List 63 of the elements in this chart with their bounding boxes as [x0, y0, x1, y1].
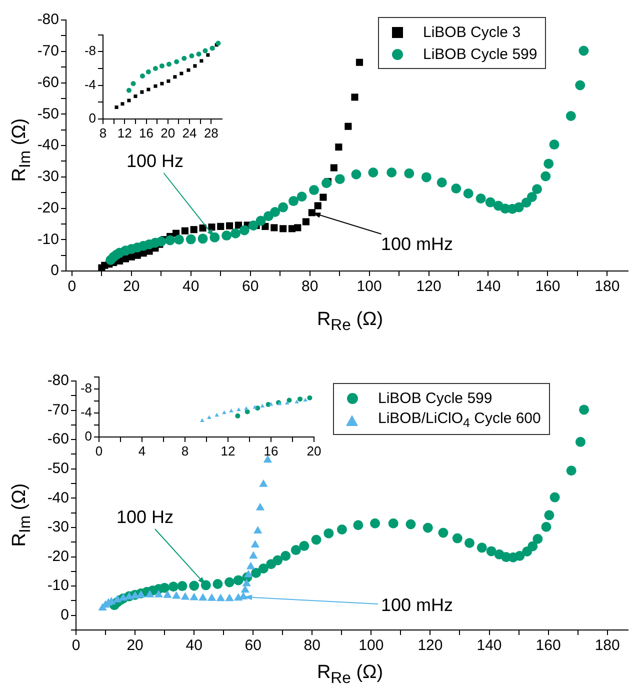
- x-tick-label: 100: [358, 637, 384, 654]
- y-tick-label: -80: [37, 11, 59, 28]
- y-tick-label: -80: [47, 372, 69, 390]
- y-tick-label: -4: [80, 404, 92, 420]
- y-tick-label: -60: [47, 430, 69, 448]
- legend-label: LiBOB/LiClO$_{4}$ Cycle 600: [378, 410, 541, 430]
- y-tick-label: -10: [47, 577, 69, 594]
- x-tick-label: 160: [535, 278, 560, 296]
- y-tick-label: -40: [47, 489, 69, 506]
- legend-label: LiBOB Cycle 599: [423, 46, 538, 62]
- x-tick-label: 180: [594, 278, 620, 296]
- x-tick-label: 4: [138, 443, 146, 458]
- legend-label: LiBOB Cycle 599: [378, 390, 492, 406]
- x-tick-label: 80: [304, 637, 320, 654]
- x-tick-label: 16: [264, 443, 278, 458]
- x-tick-label: 12: [220, 443, 236, 458]
- x-tick-label: 20: [306, 443, 322, 458]
- y-tick-label: -70: [37, 42, 59, 60]
- x-tick-label: 24: [182, 125, 197, 140]
- y-tick-label: 0: [88, 110, 96, 126]
- x-tick-label: 180: [594, 637, 620, 654]
- x-tick-label: 60: [242, 278, 259, 296]
- x-tick-label: 100: [356, 278, 382, 296]
- y-tick-label: 0: [60, 606, 69, 624]
- x-tick-label: 120: [418, 637, 443, 654]
- y-tick-label: -20: [47, 548, 69, 565]
- x-tick-label: 16: [139, 125, 154, 140]
- y-tick-label: -4: [84, 76, 96, 92]
- annotation: 100 mHz: [380, 234, 454, 254]
- y-tick-label: -60: [37, 74, 59, 91]
- x-tick-label: 20: [123, 278, 140, 296]
- x-tick-label: 20: [126, 637, 144, 654]
- x-tick-label: 60: [244, 637, 262, 654]
- x-axis-title: R$_{Re}$ (Ω): [316, 309, 384, 335]
- x-tick-label: 80: [301, 278, 318, 296]
- y-tick-label: -30: [47, 518, 69, 536]
- y-tick-label: -20: [37, 199, 59, 216]
- x-tick-label: 140: [476, 637, 502, 654]
- y-tick-label: -70: [47, 401, 69, 418]
- x-axis-title: R$_{Re}$ (Ω): [316, 662, 384, 688]
- y-tick-label: 0: [84, 428, 92, 444]
- annotation: 100 mHz: [380, 594, 454, 615]
- x-tick-label: 8: [99, 125, 107, 140]
- annotation: 100 Hz: [116, 506, 174, 527]
- y-tick-label: -10: [37, 230, 59, 248]
- y-tick-label: -50: [37, 105, 59, 122]
- y-tick-label: -8: [84, 43, 96, 58]
- legend-label: LiBOB Cycle 3: [423, 24, 521, 40]
- y-tick-label: 0: [50, 262, 59, 280]
- x-tick-label: 20: [160, 125, 176, 140]
- y-tick-label: -8: [80, 380, 92, 396]
- y-tick-label: -40: [37, 136, 59, 154]
- x-tick-label: 8: [181, 443, 189, 458]
- x-tick-label: 40: [182, 278, 200, 296]
- x-tick-label: 140: [476, 278, 501, 296]
- x-tick-label: 160: [536, 637, 561, 654]
- x-tick-label: 28: [204, 125, 218, 140]
- y-tick-label: -30: [37, 168, 59, 186]
- y-tick-label: -50: [47, 460, 69, 478]
- x-tick-label: 40: [186, 637, 202, 654]
- annotation: 100 Hz: [126, 150, 184, 171]
- x-tick-label: 12: [117, 125, 132, 140]
- x-tick-label: 120: [416, 278, 442, 296]
